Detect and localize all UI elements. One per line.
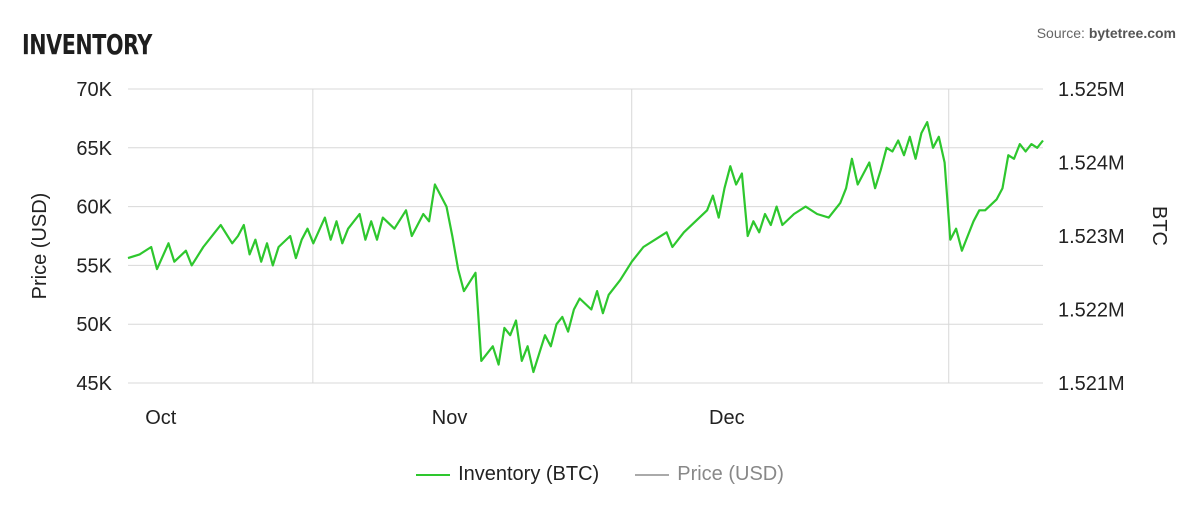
source-attribution: Source: bytetree.com — [1037, 25, 1176, 41]
legend-item-price[interactable]: Price (USD) — [635, 463, 784, 486]
series-line-inventory — [127, 121, 1044, 374]
legend-label-price: Price (USD) — [677, 463, 784, 485]
y-right-tick-label: 1.524M — [1058, 153, 1125, 175]
legend-swatch-inventory — [416, 473, 451, 476]
legend-swatch-price — [635, 473, 670, 476]
y-right-tick-label: 1.522M — [1058, 300, 1125, 322]
y-right-tick-label: 1.521M — [1058, 373, 1125, 395]
y-left-tick-label: 65K — [76, 138, 112, 160]
y-left-tick-label: 70K — [76, 79, 112, 101]
source-label: Source: — [1036, 25, 1085, 41]
legend-item-inventory[interactable]: Inventory (BTC) — [416, 463, 599, 486]
x-tick-label: Nov — [432, 407, 468, 429]
y-right-tick-label: 1.523M — [1058, 226, 1125, 248]
x-tick-label: Dec — [709, 407, 745, 429]
y-right-tick-label: 1.525M — [1058, 79, 1125, 101]
chart-title: INVENTORY — [22, 28, 152, 61]
x-tick-label: Oct — [145, 407, 177, 429]
source-name[interactable]: bytetree.com — [1088, 25, 1176, 41]
y-left-tick-label: 55K — [76, 255, 112, 277]
legend-label-inventory: Inventory (BTC) — [458, 463, 600, 485]
y-left-tick-label: 50K — [76, 314, 112, 336]
y-left-tick-label: 60K — [76, 197, 112, 219]
y-right-axis-title: BTC — [1148, 206, 1170, 246]
legend: Inventory (BTC) Price (USD) — [0, 463, 1200, 486]
y-left-axis-title: Price (USD) — [29, 193, 51, 300]
y-left-tick-label: 45K — [76, 373, 112, 395]
